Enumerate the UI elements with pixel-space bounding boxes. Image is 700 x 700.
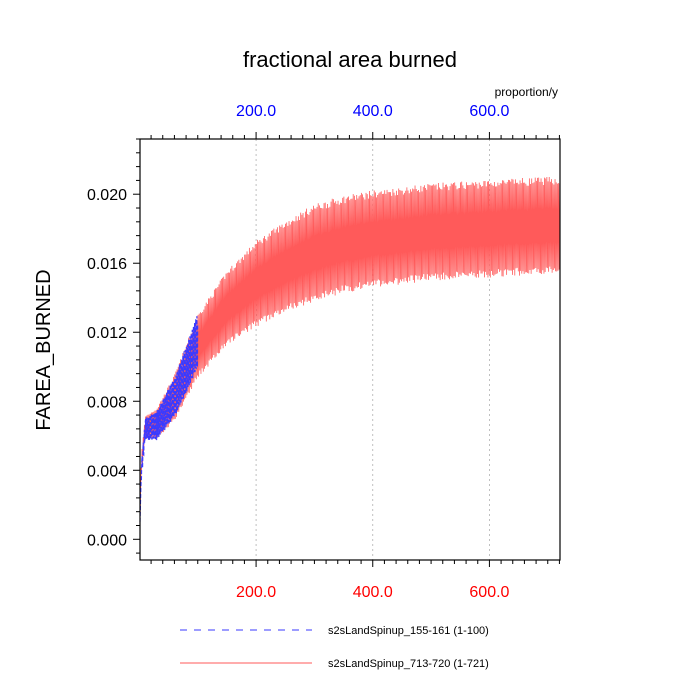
series-line-red	[139, 177, 561, 520]
y-tick-labels: 0.000 0.004 0.008 0.012 0.016 0.020	[87, 187, 127, 549]
x-tick-label-top-1: 400.0	[353, 103, 393, 120]
legend-label-red: s2sLandSpinup_713-720 (1-721)	[328, 658, 489, 670]
x-tick-labels-bottom: 200.0 400.0 600.0	[236, 584, 509, 601]
x-tick-labels-top: 200.0 400.0 600.0	[236, 103, 509, 120]
y-tick-label-0: 0.000	[87, 532, 127, 549]
y-tick-label-3: 0.012	[87, 325, 127, 342]
x-tick-label-top-0: 200.0	[236, 103, 276, 120]
legend-label-blue: s2sLandSpinup_155-161 (1-100)	[328, 625, 489, 637]
x-tick-label-bottom-2: 600.0	[469, 584, 509, 601]
plot-frame	[139, 138, 561, 561]
y-tick-label-4: 0.016	[87, 256, 127, 273]
y-axis-label: FAREA_BURNED	[33, 269, 55, 430]
y-tick-label-5: 0.020	[87, 187, 127, 204]
axis-ticks	[133, 132, 560, 567]
units-label: proportion/y	[495, 85, 558, 99]
y-tick-label-2: 0.008	[87, 394, 127, 411]
y-tick-label-1: 0.004	[87, 463, 127, 480]
x-tick-label-bottom-0: 200.0	[236, 584, 276, 601]
series-group	[139, 177, 561, 523]
x-tick-label-bottom-1: 400.0	[353, 584, 393, 601]
x-tick-label-top-2: 600.0	[469, 103, 509, 120]
legend: s2sLandSpinup_155-161 (1-100) s2sLandSpi…	[180, 625, 489, 670]
chart-title: fractional area burned	[243, 47, 457, 72]
series-line-blue-dashed	[139, 316, 199, 523]
